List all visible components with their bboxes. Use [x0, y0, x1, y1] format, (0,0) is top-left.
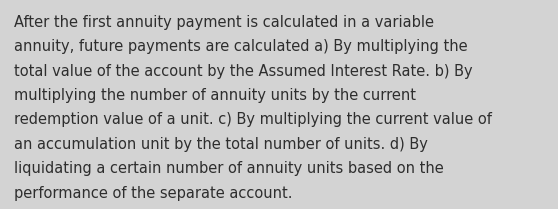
Text: After the first annuity payment is calculated in a variable: After the first annuity payment is calcu…: [14, 15, 434, 30]
Text: liquidating a certain number of annuity units based on the: liquidating a certain number of annuity …: [14, 161, 444, 176]
Text: annuity, future payments are calculated a) By multiplying the: annuity, future payments are calculated …: [14, 39, 468, 54]
Text: redemption value of a unit. c) By multiplying the current value of: redemption value of a unit. c) By multip…: [14, 112, 492, 127]
Text: an accumulation unit by the total number of units. d) By: an accumulation unit by the total number…: [14, 137, 428, 152]
Text: total value of the account by the Assumed Interest Rate. b) By: total value of the account by the Assume…: [14, 64, 473, 79]
Text: multiplying the number of annuity units by the current: multiplying the number of annuity units …: [14, 88, 416, 103]
Text: performance of the separate account.: performance of the separate account.: [14, 186, 292, 201]
